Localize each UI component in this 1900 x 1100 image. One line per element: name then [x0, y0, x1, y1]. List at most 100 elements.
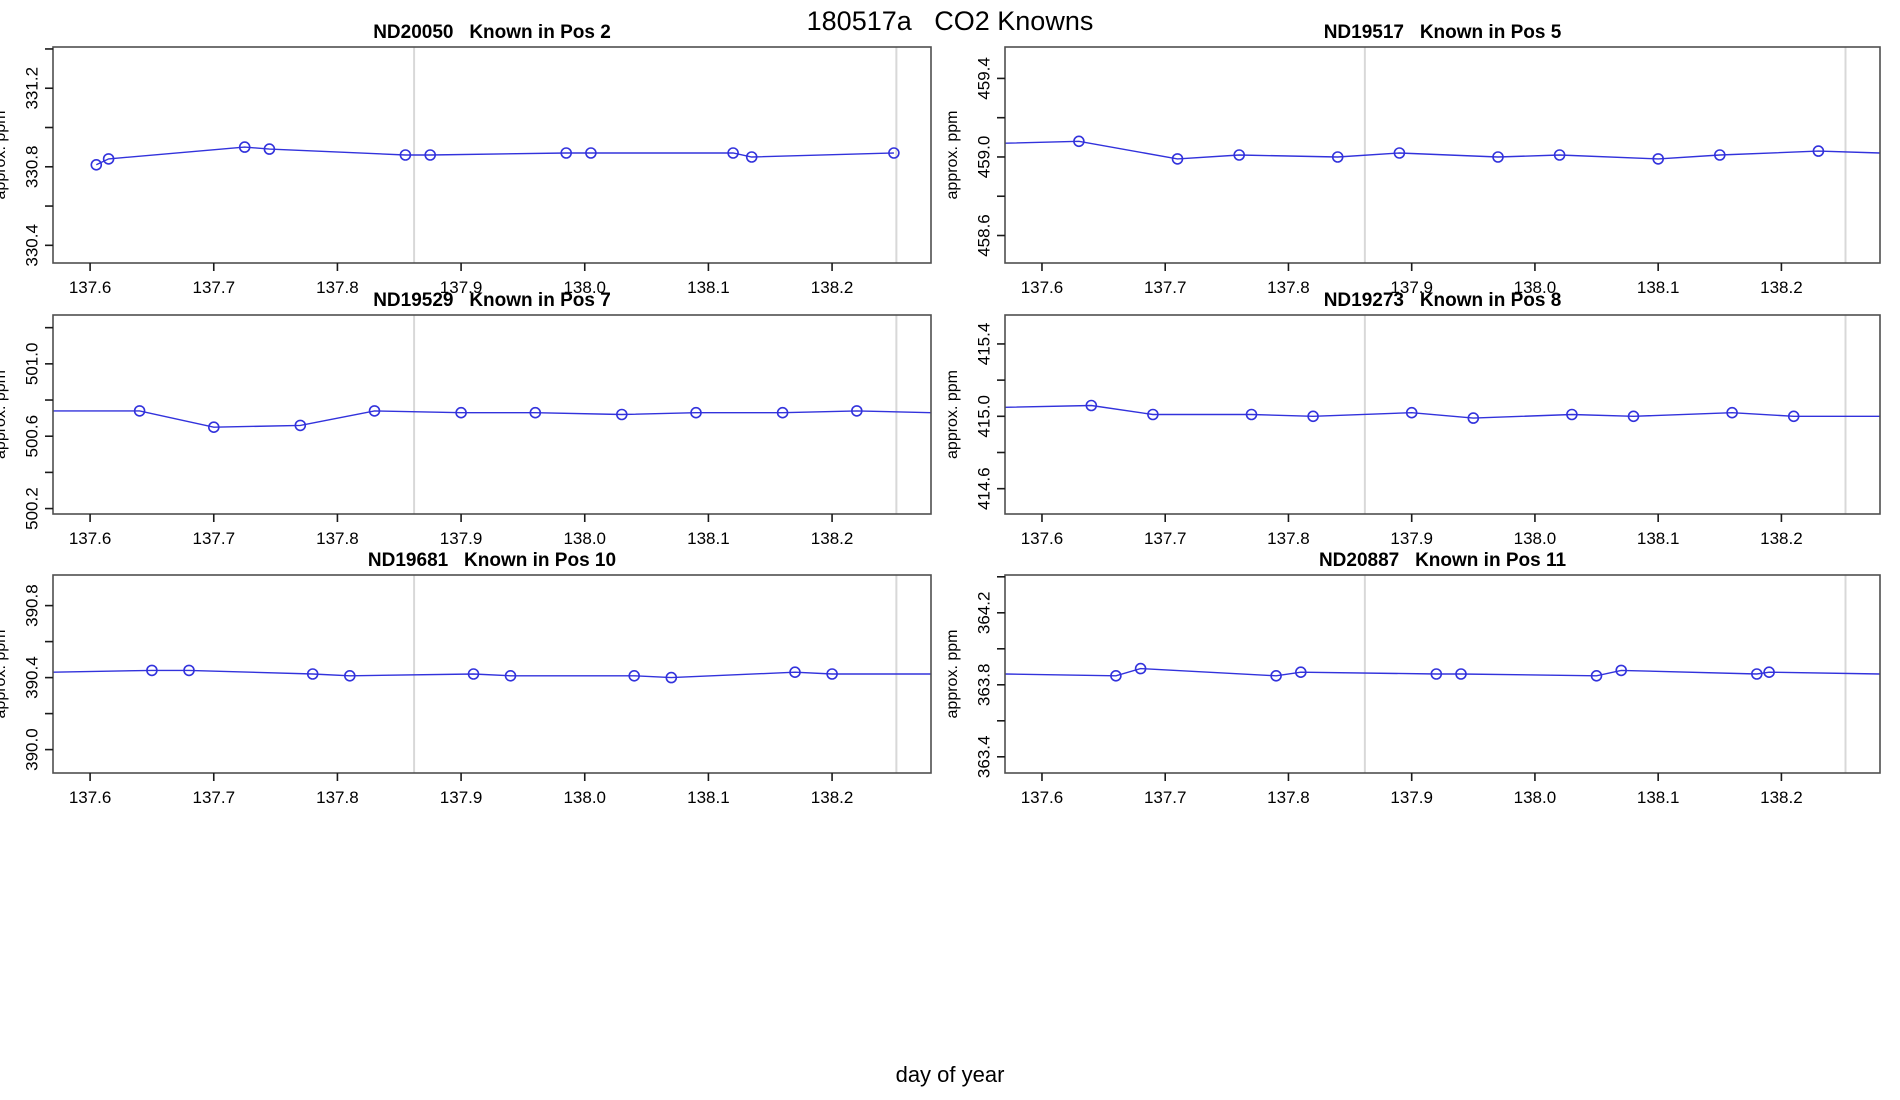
- y-tick-label: 500.6: [22, 415, 41, 458]
- x-tick-label: 137.6: [1021, 529, 1064, 548]
- data-line: [95, 146, 894, 166]
- data-point: [1233, 149, 1246, 161]
- x-tick-label: 137.8: [1267, 788, 1310, 807]
- x-tick-label: 138.1: [687, 529, 730, 548]
- subplot-ND19273: 137.6 137.7 137.8 137.9 138.0 138.1 138.2 414.6…: [944, 290, 1881, 548]
- data-point: [1430, 668, 1443, 680]
- data-point: [1467, 412, 1480, 424]
- data-point: [1134, 662, 1147, 675]
- data-point: [1763, 666, 1775, 678]
- x-tick-label: 137.6: [69, 788, 112, 807]
- y-tick-label: 330.8: [22, 146, 41, 189]
- data-point: [789, 666, 801, 678]
- y-tick-label: 331.2: [22, 67, 41, 110]
- x-tick-label: 137.9: [440, 788, 483, 807]
- data-point: [306, 668, 319, 680]
- x-tick-label: 137.7: [192, 788, 235, 807]
- y-tick-label: 415.4: [974, 323, 993, 366]
- x-tick-label: 137.8: [316, 278, 359, 297]
- data-point: [1307, 410, 1319, 423]
- y-tick-label: 390.8: [22, 584, 41, 627]
- data-line: [52, 669, 931, 679]
- data-point: [1393, 147, 1406, 159]
- data-point: [690, 406, 702, 419]
- x-tick-label: 137.6: [1021, 788, 1064, 807]
- x-tick-label: 137.9: [1390, 529, 1433, 548]
- y-tick-label: 390.4: [22, 656, 41, 699]
- y-tick-label: 415.0: [974, 395, 993, 438]
- subplot-ND19517: 137.6 137.7 137.8 137.9 138.0 138.1 138.2 458.6…: [944, 22, 1881, 297]
- x-tick-label: 137.8: [1267, 278, 1310, 297]
- x-tick-label: 138.2: [1760, 788, 1803, 807]
- data-point: [1294, 666, 1307, 678]
- data-point: [504, 670, 517, 682]
- subplot-title: ND20050 Known in Pos 2: [373, 22, 611, 43]
- subplot-title: ND19273 Known in Pos 8: [1324, 290, 1562, 311]
- data-point: [1787, 410, 1800, 423]
- x-tick-label: 137.7: [1144, 278, 1187, 297]
- x-tick-label: 137.8: [316, 788, 359, 807]
- data-point: [1627, 410, 1640, 423]
- data-point: [628, 670, 641, 682]
- y-tick-label: 501.0: [22, 343, 41, 386]
- data-point: [263, 143, 276, 155]
- x-tick-label: 137.7: [1144, 788, 1187, 807]
- data-point: [585, 147, 597, 159]
- x-tick-label: 138.2: [1760, 529, 1803, 548]
- subplot-title: ND19529 Known in Pos 7: [373, 290, 611, 311]
- figure-title: 180517a CO2 Knowns: [806, 6, 1094, 36]
- subplot-title: ND19681 Known in Pos 10: [368, 550, 616, 571]
- data-point: [1566, 408, 1578, 421]
- data-point: [1110, 670, 1122, 682]
- data-point: [467, 668, 480, 680]
- y-axis-label: approx. ppm: [944, 370, 961, 459]
- data-point: [1245, 408, 1258, 421]
- x-tick-label: 137.9: [1390, 788, 1433, 807]
- y-tick-label: 364.2: [974, 592, 993, 635]
- y-axis-label: approx. ppm: [0, 111, 9, 200]
- data-point: [90, 159, 103, 171]
- panel-border: [1004, 46, 1881, 264]
- data-point: [183, 664, 195, 677]
- data-point: [1726, 406, 1738, 419]
- data-point: [399, 149, 412, 161]
- data-point: [1455, 668, 1467, 680]
- x-tick-label: 137.6: [69, 529, 112, 548]
- x-axis-label: day of year: [895, 1062, 1005, 1087]
- data-point: [1590, 670, 1603, 682]
- y-tick-label: 363.8: [974, 664, 993, 707]
- data-point: [727, 147, 739, 159]
- subplot-ND19529: 137.6 137.7 137.8 137.9 138.0 138.1 138.2 500.2…: [0, 290, 932, 548]
- x-tick-label: 137.8: [316, 529, 359, 548]
- x-tick-label: 138.0: [563, 278, 606, 297]
- x-tick-label: 138.0: [1514, 278, 1557, 297]
- x-tick-label: 137.7: [192, 529, 235, 548]
- x-tick-label: 138.1: [1637, 529, 1680, 548]
- y-axis-label: approx. ppm: [944, 111, 961, 200]
- y-tick-label: 459.0: [974, 136, 993, 179]
- x-tick-label: 138.1: [1637, 278, 1680, 297]
- x-tick-label: 138.2: [811, 788, 854, 807]
- data-point: [665, 671, 678, 684]
- subplot-title: ND19517 Known in Pos 5: [1324, 22, 1562, 43]
- panel-border: [52, 46, 932, 264]
- y-axis-label: approx. ppm: [0, 630, 9, 719]
- data-point: [615, 408, 628, 421]
- y-tick-label: 390.0: [22, 728, 41, 771]
- data-point: [1405, 406, 1418, 419]
- y-tick-label: 330.4: [22, 224, 41, 267]
- data-point: [1331, 151, 1344, 163]
- data-point: [1270, 670, 1282, 682]
- x-tick-label: 137.7: [192, 278, 235, 297]
- data-point: [146, 664, 158, 677]
- data-point: [1492, 151, 1504, 163]
- subplot-title: ND20887 Known in Pos 11: [1319, 550, 1567, 571]
- data-point: [1750, 668, 1763, 680]
- data-point: [455, 406, 467, 419]
- data-point: [529, 406, 542, 419]
- x-tick-label: 137.6: [69, 278, 112, 297]
- y-axis-label: approx. ppm: [0, 370, 9, 459]
- subplot-ND20050: 137.6 137.7 137.8 137.9 138.0 138.1 138.2 330.4…: [0, 22, 932, 297]
- data-point: [294, 419, 307, 432]
- x-tick-label: 137.9: [440, 529, 483, 548]
